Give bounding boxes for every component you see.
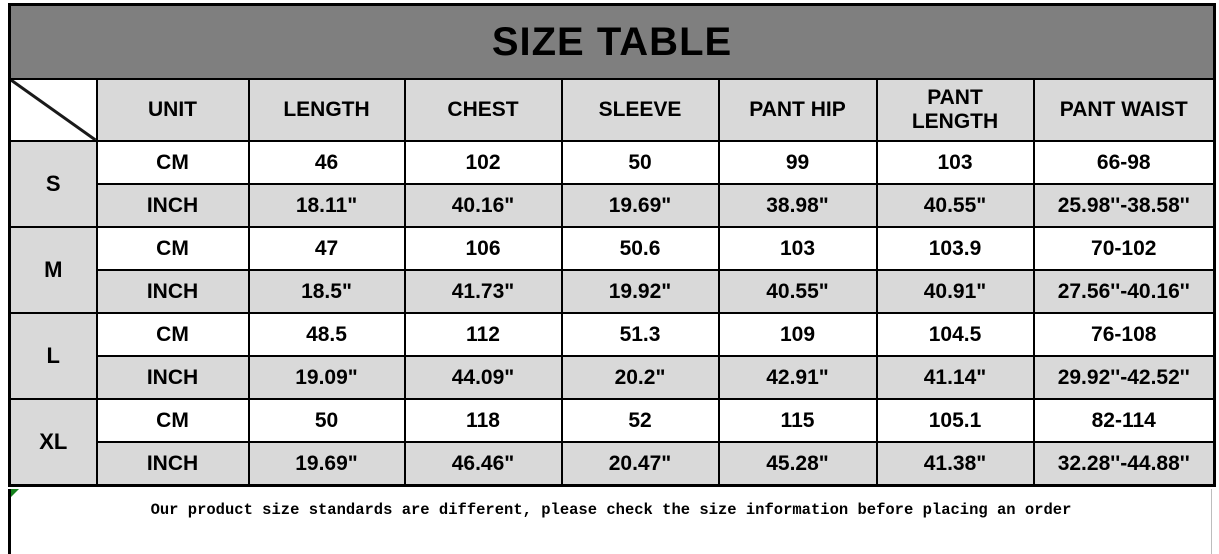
data-cell: 66-98 [1032,140,1216,185]
data-cell: 112 [403,312,563,357]
data-cell: 32.28''-44.88'' [1032,441,1216,487]
row-l-cm: L CM 48.5 112 51.3 109 104.5 76-108 [8,312,1216,400]
data-cell: 50 [247,398,406,443]
data-cell: 40.55" [717,269,878,314]
data-cell: 38.98" [717,183,878,228]
column-header-pant-waist: PANT WAIST [1032,78,1216,142]
data-cell: 46 [247,140,406,185]
row-m-cm: M CM 47 106 50.6 103 103.9 70-102 [8,226,1216,314]
data-cell: 40.91" [875,269,1035,314]
data-cell: 82-114 [1032,398,1216,443]
row-s-inch: INCH 18.11" 40.16" 19.69" 38.98" 40.55" … [10,183,1216,228]
data-cell: 50.6 [560,226,720,271]
diagonal-line-icon [11,80,96,140]
column-header-unit: UNIT [95,78,250,142]
data-cell: 105.1 [875,398,1035,443]
data-cell: 19.69" [247,441,406,487]
unit-label-cm: CM [95,140,250,185]
data-cell: 42.91" [717,355,878,400]
data-cell: 109 [717,312,878,357]
row-l-inch: INCH 19.09" 44.09" 20.2" 42.91" 41.14" 2… [10,355,1216,400]
data-cell: 102 [403,140,563,185]
data-cell: 20.47" [560,441,720,487]
data-cell: 41.38" [875,441,1035,487]
note-banner: Our product size standards are different… [8,489,1212,554]
data-cell: 118 [403,398,563,443]
column-header-sleeve: SLEEVE [560,78,720,142]
data-cell: 99 [717,140,878,185]
size-table: SIZE TABLE UNIT LENGTH CHEST SLEEVE PANT… [8,3,1216,487]
data-cell: 19.69" [560,183,720,228]
data-cell: 51.3 [560,312,720,357]
data-cell: 46.46" [403,441,563,487]
data-cell: 50 [560,140,720,185]
data-cell: 18.11" [247,183,406,228]
size-label-l: L [8,312,98,400]
data-cell: 29.92''-42.52'' [1032,355,1216,400]
data-cell: 19.92" [560,269,720,314]
data-cell: 103 [875,140,1035,185]
title-row: SIZE TABLE [8,3,1216,80]
data-cell: 18.5" [247,269,406,314]
data-cell: 20.2" [560,355,720,400]
data-cell: 106 [403,226,563,271]
column-header-pant-length: PANT LENGTH [875,78,1035,142]
data-cell: 70-102 [1032,226,1216,271]
unit-label-cm: CM [95,398,250,443]
header-row: UNIT LENGTH CHEST SLEEVE PANT HIP PANT L… [8,78,1216,142]
column-header-length: LENGTH [247,78,406,142]
data-cell: 47 [247,226,406,271]
data-cell: 76-108 [1032,312,1216,357]
unit-label-inch: INCH [95,269,250,314]
data-cell: 19.09" [247,355,406,400]
unit-label-cm: CM [95,226,250,271]
data-cell: 45.28" [717,441,878,487]
size-label-s: S [8,140,98,228]
unit-label-inch: INCH [95,441,250,487]
data-cell: 25.98''-38.58'' [1032,183,1216,228]
data-cell: 48.5 [247,312,406,357]
unit-label-inch: INCH [95,183,250,228]
data-cell: 115 [717,398,878,443]
row-m-inch: INCH 18.5" 41.73" 19.92" 40.55" 40.91" 2… [10,269,1216,314]
note-text: Our product size standards are different… [150,501,1072,519]
column-header-chest: CHEST [403,78,563,142]
data-cell: 103.9 [875,226,1035,271]
unit-label-inch: INCH [95,355,250,400]
unit-label-cm: CM [95,312,250,357]
row-xl-inch: INCH 19.69" 46.46" 20.47" 45.28" 41.38" … [10,441,1216,487]
data-cell: 40.55" [875,183,1035,228]
data-cell: 52 [560,398,720,443]
column-header-pant-hip: PANT HIP [717,78,878,142]
corner-marker-icon [11,489,19,497]
row-s-cm: S CM 46 102 50 99 103 66-98 [8,140,1216,228]
data-cell: 41.14" [875,355,1035,400]
diagonal-corner-cell [8,78,98,142]
data-cell: 103 [717,226,878,271]
page-title: SIZE TABLE [8,3,1216,80]
data-cell: 41.73" [403,269,563,314]
row-xl-cm: XL CM 50 118 52 115 105.1 82-114 [8,398,1216,487]
size-label-xl: XL [8,398,98,487]
data-cell: 27.56''-40.16'' [1032,269,1216,314]
data-cell: 40.16" [403,183,563,228]
data-cell: 104.5 [875,312,1035,357]
data-cell: 44.09" [403,355,563,400]
size-label-m: M [8,226,98,314]
